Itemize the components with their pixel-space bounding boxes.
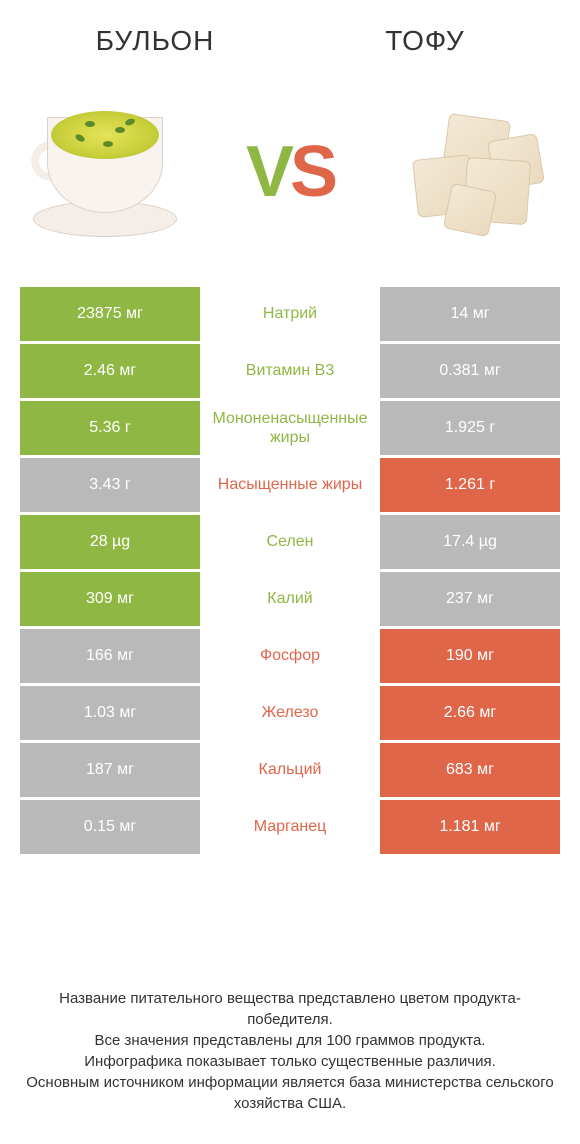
cell-nutrient-label: Фосфор: [200, 629, 380, 683]
cell-left-value: 166 мг: [20, 629, 200, 683]
cell-right-value: 17.4 µg: [380, 515, 560, 569]
cell-nutrient-label: Насыщенные жиры: [200, 458, 380, 512]
cell-left-value: 309 мг: [20, 572, 200, 626]
cell-nutrient-label: Железо: [200, 686, 380, 740]
table-row: 5.36 гМононенасыщенные жиры1.925 г: [20, 401, 560, 455]
title-left: БУЛЬОН: [20, 25, 290, 57]
table-row: 2.46 мгВитамин B30.381 мг: [20, 344, 560, 398]
table-row: 1.03 мгЖелезо2.66 мг: [20, 686, 560, 740]
tofu-image: [390, 87, 560, 257]
footer-line: Название питательного вещества представл…: [20, 988, 560, 1030]
cell-nutrient-label: Селен: [200, 515, 380, 569]
cell-left-value: 0.15 мг: [20, 800, 200, 854]
table-row: 309 мгКалий237 мг: [20, 572, 560, 626]
cell-nutrient-label: Марганец: [200, 800, 380, 854]
table-row: 23875 мгНатрий14 мг: [20, 287, 560, 341]
footer-note: Название питательного вещества представл…: [0, 988, 580, 1114]
vs-v: V: [246, 132, 290, 212]
cell-nutrient-label: Натрий: [200, 287, 380, 341]
table-row: 28 µgСелен17.4 µg: [20, 515, 560, 569]
cell-right-value: 683 мг: [380, 743, 560, 797]
cell-left-value: 5.36 г: [20, 401, 200, 455]
header: БУЛЬОН ТОФУ: [0, 0, 580, 67]
broth-image: [20, 87, 190, 257]
cell-right-value: 1.261 г: [380, 458, 560, 512]
cell-right-value: 237 мг: [380, 572, 560, 626]
cell-right-value: 0.381 мг: [380, 344, 560, 398]
cell-left-value: 23875 мг: [20, 287, 200, 341]
cell-left-value: 2.46 мг: [20, 344, 200, 398]
hero-row: VS: [0, 67, 580, 287]
table-row: 0.15 мгМарганец1.181 мг: [20, 800, 560, 854]
footer-line: Основным источником информации является …: [20, 1072, 560, 1114]
table-row: 3.43 гНасыщенные жиры1.261 г: [20, 458, 560, 512]
cell-right-value: 1.181 мг: [380, 800, 560, 854]
footer-line: Все значения представлены для 100 граммо…: [20, 1030, 560, 1051]
cell-left-value: 28 µg: [20, 515, 200, 569]
cell-left-value: 1.03 мг: [20, 686, 200, 740]
table-row: 166 мгФосфор190 мг: [20, 629, 560, 683]
title-right: ТОФУ: [290, 25, 560, 57]
comparison-table: 23875 мгНатрий14 мг2.46 мгВитамин B30.38…: [20, 287, 560, 854]
cell-nutrient-label: Кальций: [200, 743, 380, 797]
cell-nutrient-label: Мононенасыщенные жиры: [200, 401, 380, 455]
cell-nutrient-label: Витамин B3: [200, 344, 380, 398]
cell-right-value: 14 мг: [380, 287, 560, 341]
cell-right-value: 190 мг: [380, 629, 560, 683]
footer-line: Инфографика показывает только существенн…: [20, 1051, 560, 1072]
cell-nutrient-label: Калий: [200, 572, 380, 626]
vs-label: VS: [246, 131, 334, 213]
table-row: 187 мгКальций683 мг: [20, 743, 560, 797]
cell-left-value: 187 мг: [20, 743, 200, 797]
vs-s: S: [290, 132, 334, 212]
cell-right-value: 1.925 г: [380, 401, 560, 455]
cell-left-value: 3.43 г: [20, 458, 200, 512]
cell-right-value: 2.66 мг: [380, 686, 560, 740]
